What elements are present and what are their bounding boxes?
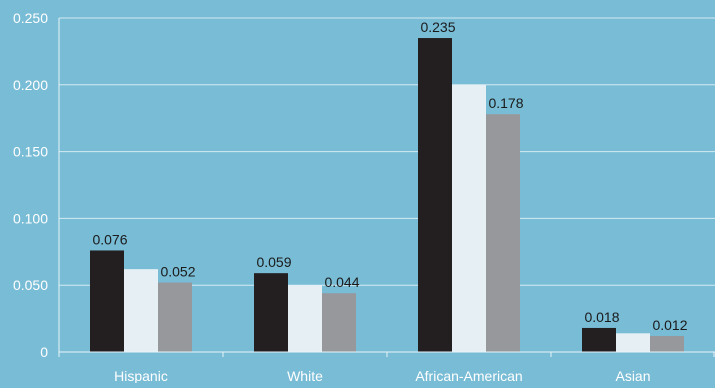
bar	[452, 84, 486, 353]
data-labels: 0.076 0.059 0.235 0.018 0.052 0.044 0.178 0.012	[92, 19, 687, 333]
bar	[650, 335, 684, 352]
data-label: 0.235	[420, 19, 455, 35]
y-tick-label: 0.200	[13, 77, 48, 93]
x-axis-tick-labels: Hispanic White African-American Asian	[114, 368, 650, 384]
bar	[124, 269, 158, 352]
bar	[418, 38, 452, 352]
bar	[288, 285, 322, 352]
y-axis-tick-labels: 0 0.050 0.100 0.150 0.200 0.250	[13, 10, 48, 360]
data-label: 0.012	[652, 317, 687, 333]
bar	[486, 114, 520, 352]
x-tick-label: White	[287, 368, 323, 383]
bar	[322, 293, 356, 352]
bar	[582, 327, 616, 352]
gridlines	[59, 17, 715, 286]
data-label: 0.178	[488, 95, 523, 111]
bar	[158, 282, 192, 352]
bar	[616, 333, 650, 352]
x-tick-label: Asian	[615, 368, 650, 383]
data-label: 0.059	[256, 254, 291, 270]
y-tick-label: 0	[40, 344, 48, 360]
bar	[254, 273, 288, 352]
y-tick-label: 0.250	[13, 10, 48, 26]
data-label: 0.052	[160, 264, 195, 280]
bars	[90, 38, 684, 353]
x-tick-label: African-American	[415, 368, 522, 383]
data-label: 0.044	[324, 274, 359, 290]
data-label: 0.076	[92, 231, 127, 247]
axes	[58, 18, 715, 357]
data-label: 0.018	[584, 309, 619, 325]
x-tick-label: Hispanic	[114, 368, 168, 383]
y-tick-label: 0.050	[13, 277, 48, 293]
bar	[90, 250, 124, 352]
y-tick-label: 0.100	[13, 210, 48, 226]
y-tick-label: 0.150	[13, 144, 48, 160]
